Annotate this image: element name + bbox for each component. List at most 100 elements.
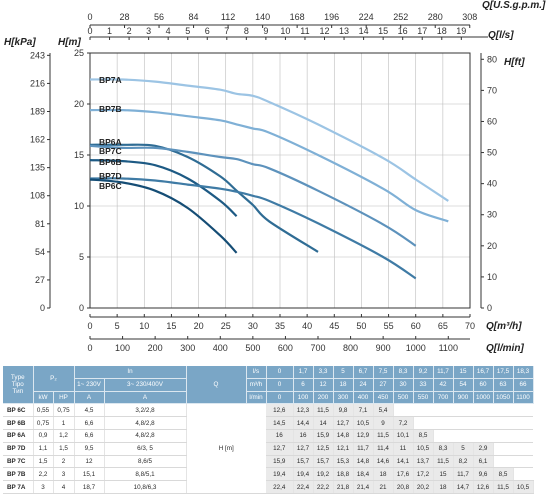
- head-value-cell: 9,8: [333, 403, 354, 418]
- head-value-cell: [513, 403, 533, 418]
- tick-label-ls: 9: [263, 26, 268, 36]
- tick-label-m3h: 60: [411, 321, 421, 331]
- flow-m3h-value: 42: [433, 378, 454, 392]
- head-value-cell: 5: [453, 442, 474, 456]
- table-row: BP 6C 0,55 0,75 4,5 3,2/2,8 H [m] 12,6 12,3 11,5…: [3, 403, 553, 494]
- pump-type-cell: BP 6A: [3, 429, 34, 443]
- pump-type-cell: BP 7C: [3, 455, 34, 469]
- tick-label-usgpm: 308: [462, 12, 477, 22]
- tick-label-lmin: 700: [310, 343, 325, 353]
- head-value-cell: [473, 403, 493, 418]
- head-value-cell: 19,4: [266, 467, 294, 482]
- tick-label-ls: 14: [359, 26, 369, 36]
- flow-m3h-value: 30: [393, 378, 414, 392]
- tick-label-m3h: 15: [166, 321, 176, 331]
- table-header-row: 1~ 230V 3~ 230/400V m³/h 0 6 12 18 24 27 30 33 42 54…: [3, 378, 553, 392]
- table-row: BP 7D 1,1 1,5 9,5 6/3, 5 12,7 12,7 12,5 12,1 11,7…: [3, 442, 553, 456]
- hp-cell: 1,5: [53, 442, 75, 456]
- head-value-cell: 18: [373, 467, 394, 482]
- tick-label-ls: 1: [107, 26, 112, 36]
- head-value-cell: 15: [433, 467, 454, 482]
- flow-m3h-value: 0: [266, 378, 294, 392]
- table-row: BP 6B 0,75 1 6,6 4,8/2,8 14,5 14,4 14 12,7 10,5 9 7…: [3, 416, 553, 430]
- amp-3ph-header: A: [104, 391, 187, 405]
- flow-lmin-value: 100: [293, 391, 314, 405]
- ls-unit-header: l/s: [246, 366, 267, 379]
- flow-m3h-value: 18: [333, 378, 354, 392]
- head-value-cell: [433, 429, 453, 443]
- head-value-cell: 17,6: [393, 467, 414, 482]
- flow-m3h-value: 12: [313, 378, 334, 392]
- table-row: BP 7A 3 4 18,7 10,8/6,3 22,4 22,4 22,2 21,8 21,4 2…: [3, 480, 553, 494]
- head-value-cell: 11,4: [373, 442, 394, 456]
- tick-label-m3h: 70: [465, 321, 475, 331]
- flow-ls-value: 5: [333, 366, 354, 379]
- curve-label-bp6c: BP6C: [99, 181, 122, 191]
- tick-label-hm: 15: [74, 150, 84, 160]
- head-value-cell: 11,5: [313, 403, 334, 418]
- flow-m3h-value: 27: [373, 378, 394, 392]
- axis-title-hm: H[m]: [58, 37, 81, 48]
- head-value-cell: [393, 403, 413, 418]
- head-label-cell: H [m]: [186, 403, 266, 494]
- flow-lmin-value: 0: [266, 391, 294, 405]
- tick-label-m3h: 45: [329, 321, 339, 331]
- tick-label-usgpm: 84: [189, 12, 199, 22]
- tick-label-ft: 80: [487, 54, 497, 64]
- head-value-cell: 8,5: [493, 467, 514, 482]
- tick-label-m3h: 55: [384, 321, 394, 331]
- lmin-unit-header: l/min: [246, 391, 267, 405]
- amp-3ph-cell: 4,8/2,8: [104, 429, 187, 443]
- tick-label-kpa: 54: [35, 247, 45, 257]
- amp-1ph-cell: 15,1: [74, 467, 105, 482]
- flow-ls-value: 3,3: [313, 366, 334, 379]
- tick-label-m3h: 30: [248, 321, 258, 331]
- tick-label-lmin: 300: [180, 343, 195, 353]
- tick-label-ls: 15: [378, 26, 388, 36]
- tick-label-ls: 7: [224, 26, 229, 36]
- head-value-cell: 16: [266, 429, 294, 443]
- tick-label-hm: 20: [74, 99, 84, 109]
- amp-1ph-header: A: [74, 391, 105, 405]
- amp-1ph-cell: 9,5: [74, 442, 105, 456]
- head-value-cell: 18: [433, 480, 454, 494]
- head-value-cell: 8,3: [433, 442, 454, 456]
- curve-bp6c: [89, 178, 238, 254]
- head-value-cell: 18,4: [353, 467, 374, 482]
- tick-label-ls: 19: [456, 26, 466, 36]
- head-value-cell: 7,1: [353, 403, 374, 418]
- amp-3ph-cell: 10,8/6,3: [104, 480, 187, 494]
- head-value-cell: 15,9: [313, 429, 334, 443]
- flow-m3h-value: 54: [453, 378, 474, 392]
- head-value-cell: 10,5: [353, 416, 374, 430]
- amp-1ph-cell: 18,7: [74, 480, 105, 494]
- head-value-cell: 11,5: [493, 480, 514, 494]
- head-value-cell: 12,3: [293, 403, 314, 418]
- tick-label-kpa: 189: [30, 106, 45, 116]
- tick-label-lmin: 500: [245, 343, 260, 353]
- tick-label-lmin: 1100: [439, 343, 458, 353]
- pump-type-cell: BP 7D: [3, 442, 34, 456]
- head-value-cell: 14,4: [293, 416, 314, 430]
- tick-label-ls: 18: [437, 26, 447, 36]
- head-value-cell: 18,8: [333, 467, 354, 482]
- tick-label-ls: 0: [87, 26, 92, 36]
- tick-label-m3h: 10: [139, 321, 149, 331]
- tick-label-usgpm: 224: [359, 12, 374, 22]
- pump-type-cell: BP 6B: [3, 416, 34, 430]
- tick-label-usgpm: 28: [120, 12, 130, 22]
- hp-cell: 1,2: [53, 429, 75, 443]
- head-value-cell: [413, 403, 433, 418]
- curve-label-bp6b: BP6B: [99, 157, 122, 167]
- tick-label-usgpm: 56: [154, 12, 164, 22]
- head-value-cell: [513, 429, 533, 443]
- tick-label-ls: 4: [166, 26, 171, 36]
- tick-label-hm: 25: [74, 48, 84, 58]
- flow-lmin-value: 300: [333, 391, 354, 405]
- head-value-cell: 12,7: [333, 416, 354, 430]
- tick-label-lmin: 400: [213, 343, 228, 353]
- head-value-cell: [473, 416, 493, 430]
- tick-label-ft: 70: [487, 85, 497, 95]
